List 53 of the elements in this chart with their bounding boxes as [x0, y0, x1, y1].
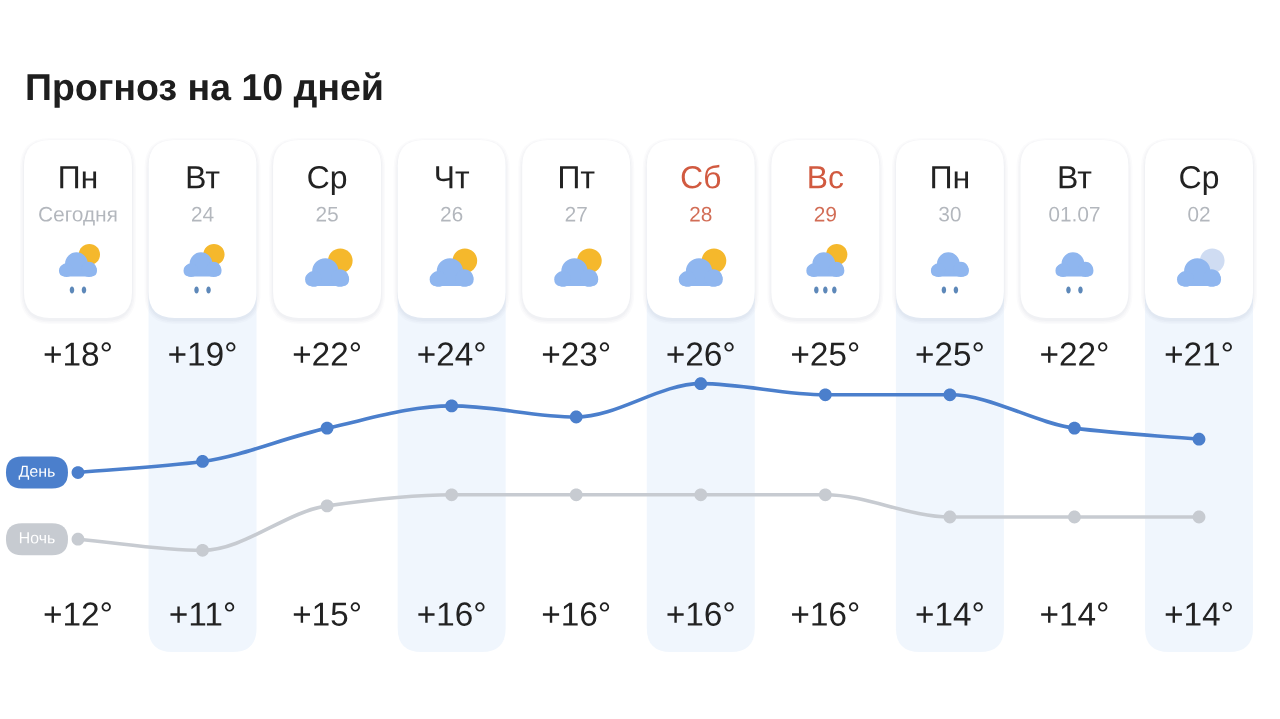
x-tick-label: Вт 24 — [187, 166, 220, 222]
data-label: +15° — [293, 602, 361, 626]
data-label: +14° — [916, 602, 983, 626]
point — [445, 399, 459, 413]
data-label: +14° — [1041, 602, 1108, 626]
point — [71, 466, 85, 479]
point — [71, 532, 85, 546]
data-label: +18° — [44, 342, 111, 366]
x-tick-label: Вт 01.07 — [1049, 166, 1100, 222]
x-tick-label: Чт 26 — [436, 166, 470, 222]
point — [196, 543, 209, 557]
data-label: +26° — [667, 342, 734, 366]
x-tick-label: Ср 02 — [1180, 165, 1219, 222]
series-label: Ночь — [19, 532, 55, 544]
point — [320, 421, 334, 435]
point — [445, 488, 459, 502]
point — [943, 388, 957, 402]
data-label: +23° — [542, 342, 610, 366]
point — [694, 377, 708, 391]
point — [196, 455, 209, 468]
data-label: +16° — [542, 602, 610, 626]
x-tick-label: Сб 28 — [681, 164, 721, 222]
point — [569, 488, 583, 502]
x-tick-label: Ср 25 — [308, 165, 347, 222]
data-label: +25° — [792, 342, 859, 366]
data-label: +22° — [293, 342, 361, 366]
data-label: +25° — [916, 342, 983, 366]
point — [569, 410, 583, 424]
point — [320, 499, 334, 513]
data-label: +16° — [667, 602, 734, 626]
point — [1192, 432, 1206, 446]
x-tick-label: Вс 29 — [809, 166, 844, 222]
x-tick-label: Пн Сегодня — [39, 166, 117, 226]
point — [1068, 421, 1081, 435]
series-label: День — [18, 465, 55, 480]
data-label: +21° — [1165, 342, 1232, 366]
data-label: +16° — [418, 602, 485, 626]
data-label: +11° — [170, 602, 235, 626]
point — [1068, 510, 1081, 524]
x-tick-label: Пн 30 — [932, 166, 968, 222]
point — [818, 488, 832, 502]
point — [1192, 510, 1206, 524]
data-label: +19° — [169, 342, 236, 366]
point — [943, 510, 957, 524]
x-tick-label: Пт 27 — [560, 166, 595, 222]
data-label: +24° — [418, 342, 485, 366]
data-label: +12° — [44, 602, 111, 626]
chart-title: Прогноз на 10 дней — [27, 72, 382, 108]
point — [694, 488, 708, 502]
point — [818, 388, 832, 402]
data-label: +16° — [792, 602, 859, 626]
data-label: +14° — [1165, 602, 1232, 626]
data-label: +22° — [1041, 342, 1108, 366]
